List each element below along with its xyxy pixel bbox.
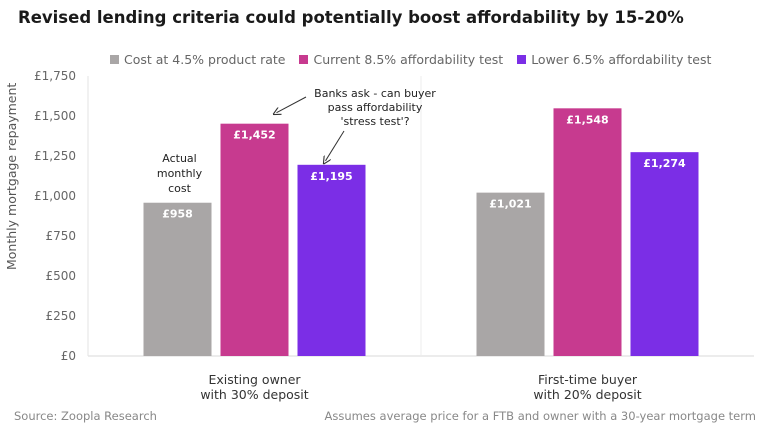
annotation-stress-test: pass affordability (328, 101, 423, 114)
legend-item-current-test: Current 8.5% affordability test (299, 52, 503, 67)
legend-swatch-lower-test (517, 55, 527, 64)
bar (220, 123, 289, 357)
x-category-label: First-time buyer (538, 372, 638, 387)
x-category-label: with 20% deposit (533, 387, 641, 402)
bar-value-label: £1,274 (643, 157, 686, 170)
annotation-arrow-current-test (277, 96, 307, 113)
legend-label-lower-test: Lower 6.5% affordability test (531, 52, 712, 67)
x-category-label: Existing owner (208, 372, 301, 387)
y-tick-label: £0 (61, 349, 76, 363)
legend-item-lower-test: Lower 6.5% affordability test (517, 52, 711, 67)
bar-value-label: £1,021 (489, 198, 531, 211)
x-category-label: with 30% deposit (200, 387, 308, 402)
legend-label-cost: Cost at 4.5% product rate (124, 52, 286, 67)
source-note: Source: Zoopla Research (14, 409, 157, 423)
legend-swatch-cost (110, 55, 119, 64)
annotation-stress-test: 'stress test'? (340, 115, 409, 128)
legend-swatch-current-test (299, 55, 309, 64)
bar-value-label: £1,548 (566, 113, 608, 126)
y-tick-label: £500 (45, 269, 76, 283)
y-tick-label: £750 (45, 229, 76, 243)
footnote: Assumes average price for a FTB and owne… (324, 409, 756, 423)
bar-value-label: £1,195 (310, 170, 352, 183)
annotation-actual-cost: Actual (162, 152, 196, 165)
bar (553, 108, 622, 356)
y-tick-label: £1,250 (34, 149, 76, 163)
annotation-actual-cost: cost (168, 182, 192, 195)
annotation-stress-test: Banks ask - can buyer (314, 87, 436, 100)
y-tick-label: £1,000 (34, 189, 76, 203)
chart-legend: Cost at 4.5% product rate Current 8.5% a… (110, 52, 711, 67)
legend-label-current-test: Current 8.5% affordability test (313, 52, 504, 67)
bar-value-label: £1,452 (233, 129, 275, 142)
bar (297, 164, 366, 356)
annotation-arrow-lower-test (326, 130, 345, 161)
bar (476, 192, 545, 356)
y-tick-label: £1,500 (34, 109, 76, 123)
chart-title: Revised lending criteria could potential… (18, 8, 684, 27)
annotation-actual-cost: monthly (157, 167, 203, 180)
bar (630, 152, 699, 356)
y-tick-label: £1,750 (34, 69, 76, 83)
legend-item-cost: Cost at 4.5% product rate (110, 52, 285, 67)
bar-value-label: £958 (162, 208, 193, 221)
y-tick-label: £250 (45, 309, 76, 323)
bar (143, 202, 212, 356)
